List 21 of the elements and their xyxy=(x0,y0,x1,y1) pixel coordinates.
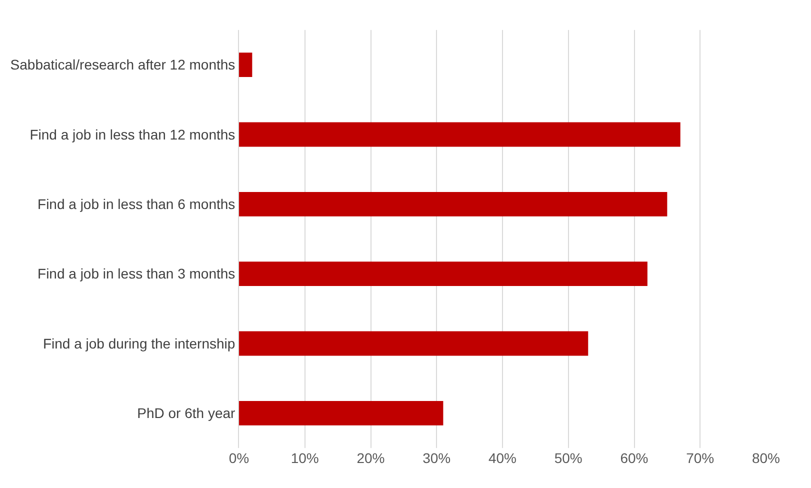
bar xyxy=(239,52,252,78)
y-tick-label: PhD or 6th year xyxy=(137,405,236,422)
bar xyxy=(239,331,588,356)
x-tick-label: 40% xyxy=(488,450,517,466)
x-tick-label: 80% xyxy=(752,450,780,466)
x-tick-label: 10% xyxy=(290,450,319,466)
bar xyxy=(239,400,444,426)
y-tick-label: Find a job during the internship xyxy=(42,335,236,352)
y-tick-label: Find a job in less than 6 months xyxy=(38,196,236,212)
y-tick-label: Find a job in less than 12 months xyxy=(30,126,236,142)
bar xyxy=(239,192,668,216)
x-tick-label: 0% xyxy=(228,450,250,466)
y-tick-label: Find a job in less than 3 months xyxy=(38,266,236,282)
x-tick-label: 50% xyxy=(554,450,582,466)
x-tick-label: 20% xyxy=(356,450,385,466)
bar xyxy=(239,262,648,286)
x-tick-label: 60% xyxy=(620,450,648,466)
y-tick-label: Sabbatical/research after 12 months xyxy=(10,56,236,73)
bar xyxy=(239,122,680,147)
x-tick-label: 70% xyxy=(686,450,714,466)
x-tick-label: 30% xyxy=(422,450,451,466)
